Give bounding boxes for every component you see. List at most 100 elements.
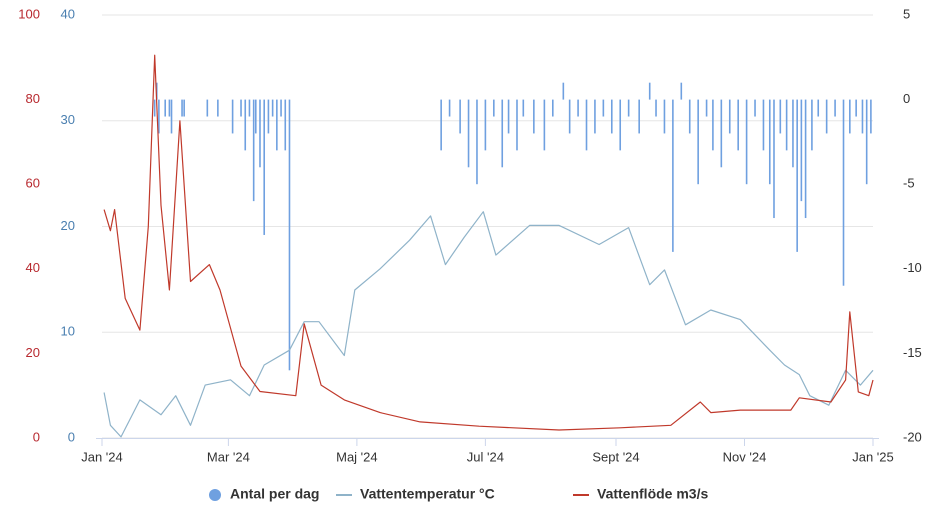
- x-tick-label: Jan '24: [81, 449, 123, 464]
- bar: [768, 99, 771, 185]
- bar: [181, 99, 183, 117]
- x-tick-label: Mar '24: [207, 449, 250, 464]
- bar: [248, 99, 251, 117]
- bar: [507, 99, 510, 134]
- bar: [206, 99, 209, 117]
- bar: [231, 99, 234, 134]
- bar: [484, 99, 487, 151]
- bar: [720, 99, 723, 168]
- y-tick-label: 30: [61, 112, 75, 127]
- bar: [792, 99, 794, 168]
- bar: [467, 99, 470, 168]
- bar: [663, 99, 666, 134]
- x-tick-label: Jan '25: [852, 449, 894, 464]
- bar: [865, 99, 868, 185]
- y-tick-label: 0: [68, 429, 75, 444]
- bar: [638, 99, 640, 134]
- bar: [804, 99, 807, 219]
- bar: [779, 99, 782, 134]
- y2-tick-label: -20: [903, 429, 922, 444]
- bar: [585, 99, 588, 151]
- bar: [680, 82, 683, 100]
- bar: [516, 99, 518, 151]
- bar: [655, 99, 657, 117]
- bar: [153, 99, 156, 117]
- bar: [271, 99, 274, 117]
- x-tick-label: Sept '24: [592, 449, 639, 464]
- bar: [800, 99, 803, 202]
- y-tick-label: 10: [61, 324, 75, 339]
- bar: [263, 99, 266, 235]
- bar: [712, 99, 714, 151]
- bar: [440, 99, 442, 151]
- bar: [170, 99, 173, 134]
- y3-tick-label: 60: [26, 176, 40, 191]
- y2-tick-label: 0: [903, 91, 910, 106]
- bar: [164, 99, 166, 117]
- bar: [168, 99, 171, 117]
- bar: [522, 99, 525, 117]
- bar: [745, 99, 748, 185]
- bar: [870, 99, 872, 134]
- bar: [267, 99, 270, 134]
- legend-symbol: [209, 489, 221, 501]
- legend-label: Antal per dag: [230, 486, 319, 502]
- bar: [288, 99, 291, 371]
- bar: [648, 82, 651, 100]
- bar: [705, 99, 708, 117]
- y3-tick-label: 0: [33, 429, 40, 444]
- bar: [754, 99, 756, 117]
- bar: [577, 99, 579, 117]
- legend-label: Vattenflöde m3/s: [597, 486, 708, 502]
- bar: [501, 99, 504, 168]
- y2-tick-label: -15: [903, 345, 922, 360]
- line: [103, 54, 874, 431]
- bar: [448, 99, 451, 117]
- y3-tick-label: 40: [26, 260, 40, 275]
- bar: [254, 99, 257, 134]
- bar: [259, 99, 261, 168]
- x-tick-label: Jul '24: [467, 449, 504, 464]
- bar: [284, 99, 287, 151]
- bar: [834, 99, 836, 117]
- y2-tick-label: -5: [903, 176, 915, 191]
- bar: [493, 99, 495, 117]
- legend-label: Vattentemperatur °C: [360, 486, 495, 502]
- bar: [610, 99, 613, 134]
- bar: [252, 99, 255, 202]
- bar: [855, 99, 857, 117]
- bar: [594, 99, 596, 134]
- bar: [543, 99, 546, 151]
- x-tick-label: Maj '24: [336, 449, 378, 464]
- y3-tick-label: 100: [18, 6, 40, 21]
- bar: [459, 99, 461, 134]
- y3-tick-label: 20: [26, 345, 40, 360]
- bar: [773, 99, 775, 219]
- bar: [280, 99, 282, 117]
- bar: [796, 99, 798, 252]
- bar: [627, 99, 630, 117]
- bar: [861, 99, 864, 134]
- bar: [849, 99, 851, 134]
- bar: [817, 99, 820, 117]
- bar: [825, 99, 828, 134]
- bar: [183, 99, 185, 117]
- y-tick-label: 40: [61, 6, 75, 21]
- bar: [672, 99, 674, 252]
- y-tick-label: 20: [61, 218, 75, 233]
- bar: [552, 99, 554, 117]
- bar: [762, 99, 765, 151]
- bar: [697, 99, 699, 185]
- bar: [533, 99, 535, 134]
- bar: [568, 99, 571, 134]
- bar: [476, 99, 478, 185]
- bar: [688, 99, 691, 134]
- bar: [602, 99, 605, 117]
- bar: [276, 99, 278, 151]
- bar: [244, 99, 247, 151]
- y2-tick-label: -10: [903, 260, 922, 275]
- bar: [785, 99, 788, 151]
- bar: [728, 99, 731, 134]
- bar: [842, 99, 845, 286]
